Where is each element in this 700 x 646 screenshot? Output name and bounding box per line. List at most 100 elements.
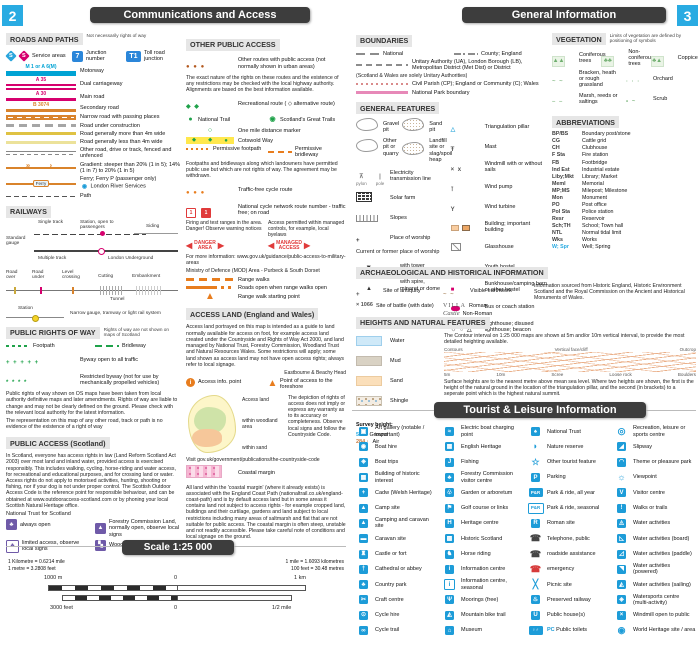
- contour-diagram-label: Boulders: [677, 371, 696, 377]
- other-access-column: OTHER PUBLIC ACCESS ● ● ● Other routes wi…: [186, 34, 346, 543]
- water-activities-board-icon: ◺: [617, 534, 626, 544]
- within-sand-label: within sand: [242, 444, 268, 451]
- legend-item: • ~ Scrub: [626, 90, 696, 108]
- tourist-grid: ▣ Art gallery (notable / important) ◉ Boat …: [356, 424, 696, 638]
- legend-label: Parking: [547, 474, 566, 481]
- legend-label: Windmill open to public: [633, 612, 690, 619]
- legend-label: National Trust: [547, 428, 581, 435]
- legend-label: Recreation, leisure or sports centre: [633, 425, 686, 438]
- prow-paragraph-2: The representation on this map of any ot…: [6, 418, 163, 431]
- emergency-icon: ☎: [529, 563, 542, 574]
- access-land-caption: Eastbourne & Beachy Head: [284, 370, 346, 377]
- legend-label: Sand: [390, 378, 403, 385]
- legend-label: Fishing: [461, 459, 479, 466]
- legend-item: ◢ Slipway: [614, 439, 696, 454]
- danger-area-symbol: ◀ DANGER AREA ▶: [186, 239, 224, 252]
- preserved-railway-icon: ♨: [531, 595, 540, 605]
- survey-ground-label: Ground: [369, 431, 388, 438]
- parking-icon: P: [531, 473, 540, 483]
- legend-label: emergency: [547, 566, 575, 573]
- heights-swatches: Water Mud Sand Shingle: [356, 333, 436, 411]
- legend-row: ▲▲ Coniferous trees ♣♣ Non-coniferous trees…: [552, 49, 698, 68]
- historic-scotland-icon: ▩: [445, 534, 454, 544]
- legend-item: ~ ~ Visible earthwork: [443, 283, 526, 301]
- legend-item: ▲ Camping and caravan site: [356, 516, 438, 531]
- railway-label: Embankment: [132, 273, 161, 279]
- legend-item: ◈ Boat trips: [356, 455, 438, 470]
- bracken-heath-symbol: ~ ~: [552, 78, 564, 85]
- civil-parish-boundary-line: [356, 83, 408, 86]
- access-rights-warranty-paragraph: The depiction of rights of access does n…: [288, 394, 346, 438]
- railways-heading: RAILWAYS: [6, 205, 51, 218]
- abbreviation-row: Sch;TH School; Town hall: [552, 223, 624, 230]
- page-number-right: 3: [677, 5, 698, 26]
- national-trail-icon: ●: [188, 116, 193, 124]
- legend-item: × x Windmill with or without sails: [451, 158, 548, 176]
- range-walks-line: [186, 278, 234, 282]
- vegetation-note: Limits of vegetation are defined by posi…: [609, 33, 682, 44]
- legend-label: Walks or trails: [633, 505, 668, 512]
- legend-label: Telephone, public: [547, 535, 590, 542]
- contour-diagram-label: Contours: [444, 346, 463, 352]
- legend-label: Information centre: [461, 566, 506, 573]
- sand-swatch: [356, 373, 386, 391]
- museum-icon: ⌂: [445, 626, 454, 635]
- legend-paragraph: Ministry of Defence (MOD) Area - Purbeck…: [186, 268, 320, 275]
- vegetation-heading: VEGETATION: [552, 33, 606, 45]
- permissive-bridleway-line: [268, 151, 292, 154]
- abbreviation-row: Mon Monument: [552, 194, 608, 201]
- legend-label: Slipway: [633, 443, 652, 450]
- legend-paragraph: The exact nature of the rights on these …: [186, 74, 339, 93]
- coastal-margin-paragraph: All land within the 'coastal margin' (wh…: [186, 484, 346, 541]
- legend-item: Water: [356, 333, 436, 351]
- scale-title: Scale 1:25 000: [122, 540, 234, 555]
- legend-label: Water activities (powered): [633, 563, 671, 576]
- legend-item: ♣ always open: [6, 519, 91, 531]
- watersports-centre-icon: ◈: [617, 595, 626, 605]
- national-boundary-line: [356, 52, 380, 55]
- legend-row: Castle Non-Roman: [356, 310, 526, 318]
- abbreviation-row: F Sta Fire station: [552, 152, 609, 159]
- byway-line: + + + + +: [6, 360, 40, 367]
- contour-diagram-label: 5m: [444, 371, 451, 377]
- solar-farm-symbol: [356, 189, 386, 207]
- forestry-commission-icon: ▲: [95, 522, 106, 534]
- legend-item: ▬ Caravan site: [356, 531, 438, 546]
- legend-item: J Fishing: [442, 455, 524, 470]
- legend-item: * * * * Restricted byway (not for use by …: [6, 371, 180, 389]
- bus-coach-station-symbol: [450, 298, 481, 316]
- legend-item: ◬ Water activities: [614, 516, 696, 531]
- walks-trails-icon: !: [617, 503, 626, 513]
- legend-label: Cycle trail: [375, 627, 400, 634]
- legend-item: Other pit or quarry: [356, 138, 399, 157]
- legend-item: ◗ Nature reserve: [528, 439, 610, 454]
- legend-label: Main road: [80, 93, 105, 100]
- roads-note: Not necessarily rights of way: [86, 33, 147, 38]
- coppice-symbol: ♣▲: [650, 49, 675, 67]
- legend-label: Garden or arboretum: [461, 489, 513, 496]
- abbreviation-row: Liby;Mkt Library; Market: [552, 173, 618, 180]
- access-land-diagram-labels: Access land within woodland area within …: [242, 393, 284, 455]
- legend-row: Firing and test ranges in the area. Dang…: [186, 220, 346, 239]
- park-ride-seasonal-icon: P&R: [527, 502, 544, 514]
- unitary-authority-boundary-line: [356, 63, 408, 66]
- legend-label: Art gallery (notable / important): [375, 425, 425, 438]
- page-number-left: 2: [2, 5, 23, 26]
- legend-item: ○ One mile distance marker: [186, 126, 346, 135]
- contour-diagram-label: Loose rock: [609, 371, 632, 377]
- legend-label: Unitary Authority (UA), London Borough (…: [412, 58, 523, 71]
- legend-item: ☼ Viewpoint: [614, 470, 696, 485]
- legend-item: ● National Trail: [186, 115, 264, 124]
- legend-item: ⊼ pylon | pole Electricity transmission line: [356, 165, 445, 187]
- roadside-assistance-icon: ☎: [529, 548, 542, 559]
- legend-label: Range walks: [238, 276, 270, 283]
- coniferous-trees-symbol: ▲▲: [552, 49, 576, 67]
- legend-row: ● National Trail ◉ Scotland's Great Trails: [186, 115, 346, 124]
- legend-label: Heritage centre: [461, 520, 499, 527]
- tourist-column-4: ◎ Recreation, leisure or sports centre ◢ Sl…: [614, 424, 696, 638]
- legend-item: ♞ Horse riding: [442, 546, 524, 561]
- country-park-icon: ♣: [359, 580, 368, 590]
- legend-label: Path: [80, 193, 92, 200]
- ferry-line: Ferry: [6, 180, 76, 188]
- legend-label: Gradient: steeper than 20% (1 in 5); 14%…: [80, 161, 180, 174]
